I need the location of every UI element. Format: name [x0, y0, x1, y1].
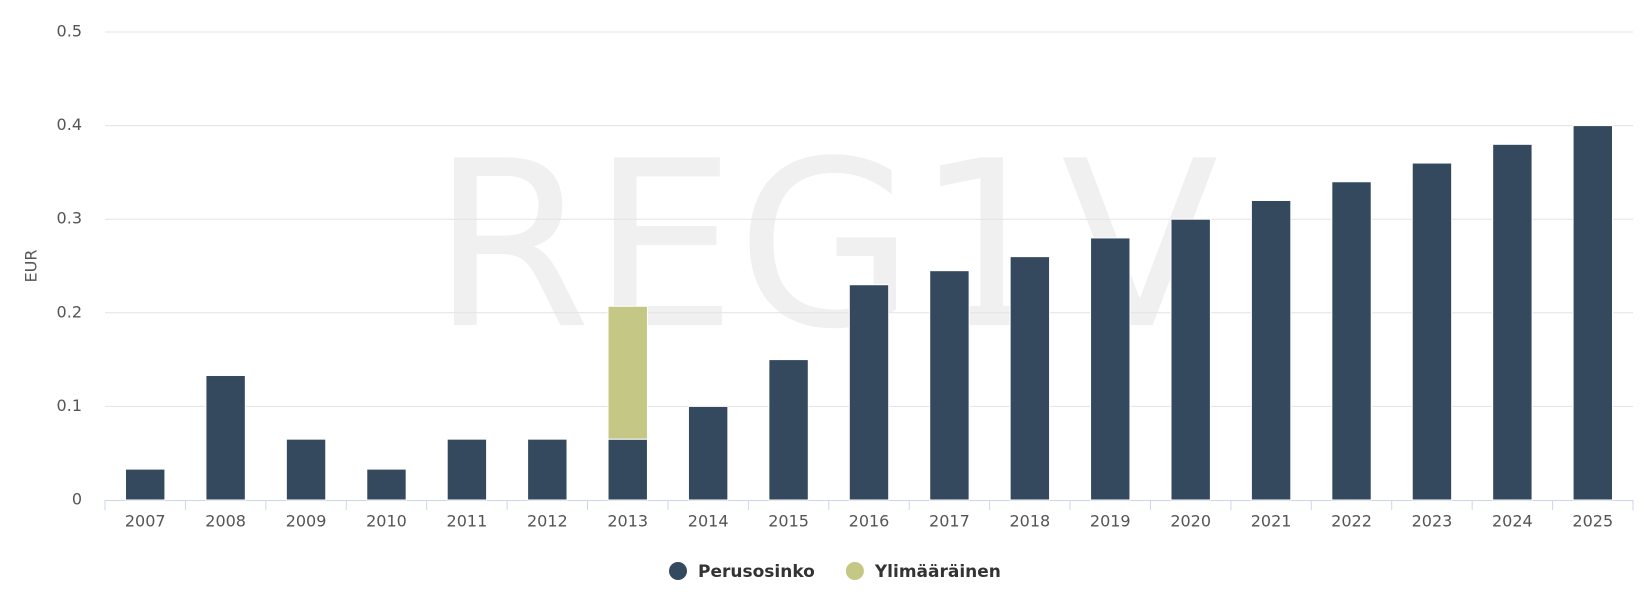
x-tick-label: 2022: [1331, 512, 1372, 531]
bar: [848, 284, 890, 501]
x-tick-label: 2013: [607, 512, 648, 531]
x-tick-label: 2024: [1492, 512, 1533, 531]
x-tick-label: 2012: [527, 512, 568, 531]
y-tick-label: 0.1: [57, 396, 82, 415]
x-tick-label: 2014: [688, 512, 729, 531]
bar: [125, 468, 166, 501]
legend-marker: [845, 562, 864, 580]
x-tick-label: 2018: [1009, 512, 1050, 531]
bar: [929, 270, 970, 501]
x-tick-label: 2007: [125, 512, 166, 531]
bar: [687, 405, 729, 501]
legend-marker: [669, 562, 687, 580]
bar: [1009, 256, 1051, 501]
x-tick-label: 2017: [929, 512, 970, 531]
y-tick-label: 0.2: [57, 302, 82, 321]
x-tick-label: 2021: [1251, 512, 1292, 531]
y-tick-label: 0: [72, 490, 82, 509]
bar: [1250, 199, 1292, 501]
bar: [527, 438, 568, 501]
y-tick-label: 0.5: [57, 22, 82, 41]
legend-label: Ylimääräinen: [874, 562, 1001, 582]
bar: [607, 305, 648, 440]
y-axis-label: EUR: [22, 250, 41, 283]
bar: [1170, 218, 1211, 501]
watermark: REG1V: [431, 113, 1218, 380]
x-tick-label: 2010: [366, 512, 407, 531]
x-tick-label: 2011: [447, 512, 488, 531]
legend-label: Perusosinko: [698, 562, 815, 582]
bar: [205, 375, 246, 501]
bar: [1411, 162, 1453, 501]
y-tick-label: 0.3: [57, 209, 82, 228]
bar: [1090, 237, 1131, 501]
x-tick-label: 2020: [1170, 512, 1211, 531]
bar: [446, 438, 488, 501]
x-tick-label: 2016: [849, 512, 890, 531]
bar: [1331, 181, 1372, 501]
x-tick-label: 2025: [1572, 512, 1613, 531]
bar: [1492, 143, 1533, 501]
y-tick-label: 0.4: [57, 115, 82, 134]
x-tick-label: 2009: [286, 512, 327, 531]
bar: [768, 359, 809, 501]
bar: [366, 468, 407, 501]
x-tick-label: 2019: [1090, 512, 1131, 531]
bar: [285, 438, 327, 501]
x-tick-label: 2015: [768, 512, 809, 531]
bar: [1572, 125, 1613, 501]
x-tick-label: 2023: [1412, 512, 1453, 531]
bar: [607, 438, 648, 501]
x-tick-label: 2008: [205, 512, 246, 531]
